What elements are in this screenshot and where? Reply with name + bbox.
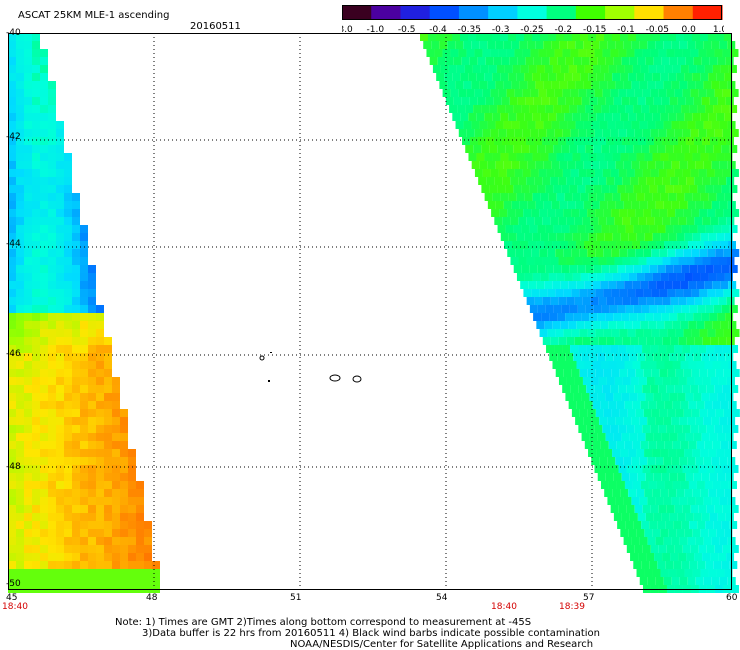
note-line-1: Note: 1) Times are GMT 2)Times along bot… bbox=[115, 617, 532, 628]
colorbar-swatch bbox=[605, 5, 635, 20]
colorbar-swatch bbox=[575, 5, 606, 20]
graticule bbox=[8, 33, 732, 590]
lat-label-46: -46 bbox=[6, 349, 21, 359]
time-label-left: 18:40 bbox=[2, 602, 28, 612]
left-swath bbox=[8, 33, 160, 593]
color-scale-bar: -3.0 -1.0 -0.5 -0.4 -0.35 -0.3 -0.25 -0.2 -0.15 -… bbox=[342, 5, 724, 33]
colorbar-label: 0.0 bbox=[682, 25, 697, 33]
colorbar-swatch bbox=[663, 5, 694, 20]
lat-label-44: -44 bbox=[6, 239, 21, 249]
product-date: 20160511 bbox=[190, 21, 241, 32]
lon-label-57: 57 bbox=[583, 593, 595, 603]
time-label-mid: 18:40 bbox=[491, 602, 517, 612]
colorbar-label: -0.3 bbox=[492, 25, 510, 33]
lon-label-51: 51 bbox=[290, 593, 302, 603]
colorbar-label: -0.35 bbox=[458, 25, 481, 33]
colorbar-swatch bbox=[342, 5, 372, 20]
lat-label-50: -50 bbox=[6, 579, 21, 589]
colorbar-label: -0.15 bbox=[583, 25, 606, 33]
colorbar-gradient bbox=[342, 5, 723, 20]
lat-label-48: -48 bbox=[6, 462, 21, 472]
colorbar-swatch bbox=[692, 5, 723, 20]
island-outlines bbox=[259, 352, 362, 383]
lon-label-54: 54 bbox=[436, 593, 448, 603]
colorbar-label: -0.25 bbox=[520, 25, 543, 33]
lon-label-48: 48 bbox=[146, 593, 158, 603]
colorbar-label: -0.1 bbox=[617, 25, 635, 33]
colorbar-label: -0.4 bbox=[429, 25, 447, 33]
colorbar-swatch bbox=[546, 5, 577, 20]
colorbar-label: -1.0 bbox=[367, 25, 385, 33]
time-label-right: 18:39 bbox=[559, 602, 585, 612]
lon-label-60: 60 bbox=[726, 593, 738, 603]
colorbar-swatch bbox=[458, 5, 489, 20]
colorbar-swatch bbox=[634, 5, 665, 20]
right-swath bbox=[420, 33, 740, 593]
colorbar-swatch bbox=[400, 5, 431, 20]
lon-label-45: 45 bbox=[6, 593, 18, 603]
colorbar-label: -3.0 bbox=[342, 25, 353, 33]
map-frame bbox=[8, 33, 732, 590]
colorbar-swatch bbox=[429, 5, 460, 20]
lat-label-40: -40 bbox=[6, 28, 21, 38]
colorbar-swatch bbox=[517, 5, 548, 20]
colorbar-swatch bbox=[488, 5, 518, 20]
note-line-3: NOAA/NESDIS/Center for Satellite Applica… bbox=[290, 639, 594, 650]
colorbar-label: -0.2 bbox=[555, 25, 573, 33]
lat-label-42: -42 bbox=[6, 132, 21, 142]
product-title: ASCAT 25KM MLE-1 ascending bbox=[18, 10, 170, 21]
note-line-2: 3)Data buffer is 22 hrs from 20160511 4)… bbox=[142, 628, 600, 639]
colorbar-swatch bbox=[371, 5, 402, 20]
colorbar-label: -0.5 bbox=[398, 25, 416, 33]
colorbar-label: -0.05 bbox=[646, 25, 669, 33]
colorbar-label: 1.0 bbox=[713, 25, 724, 33]
